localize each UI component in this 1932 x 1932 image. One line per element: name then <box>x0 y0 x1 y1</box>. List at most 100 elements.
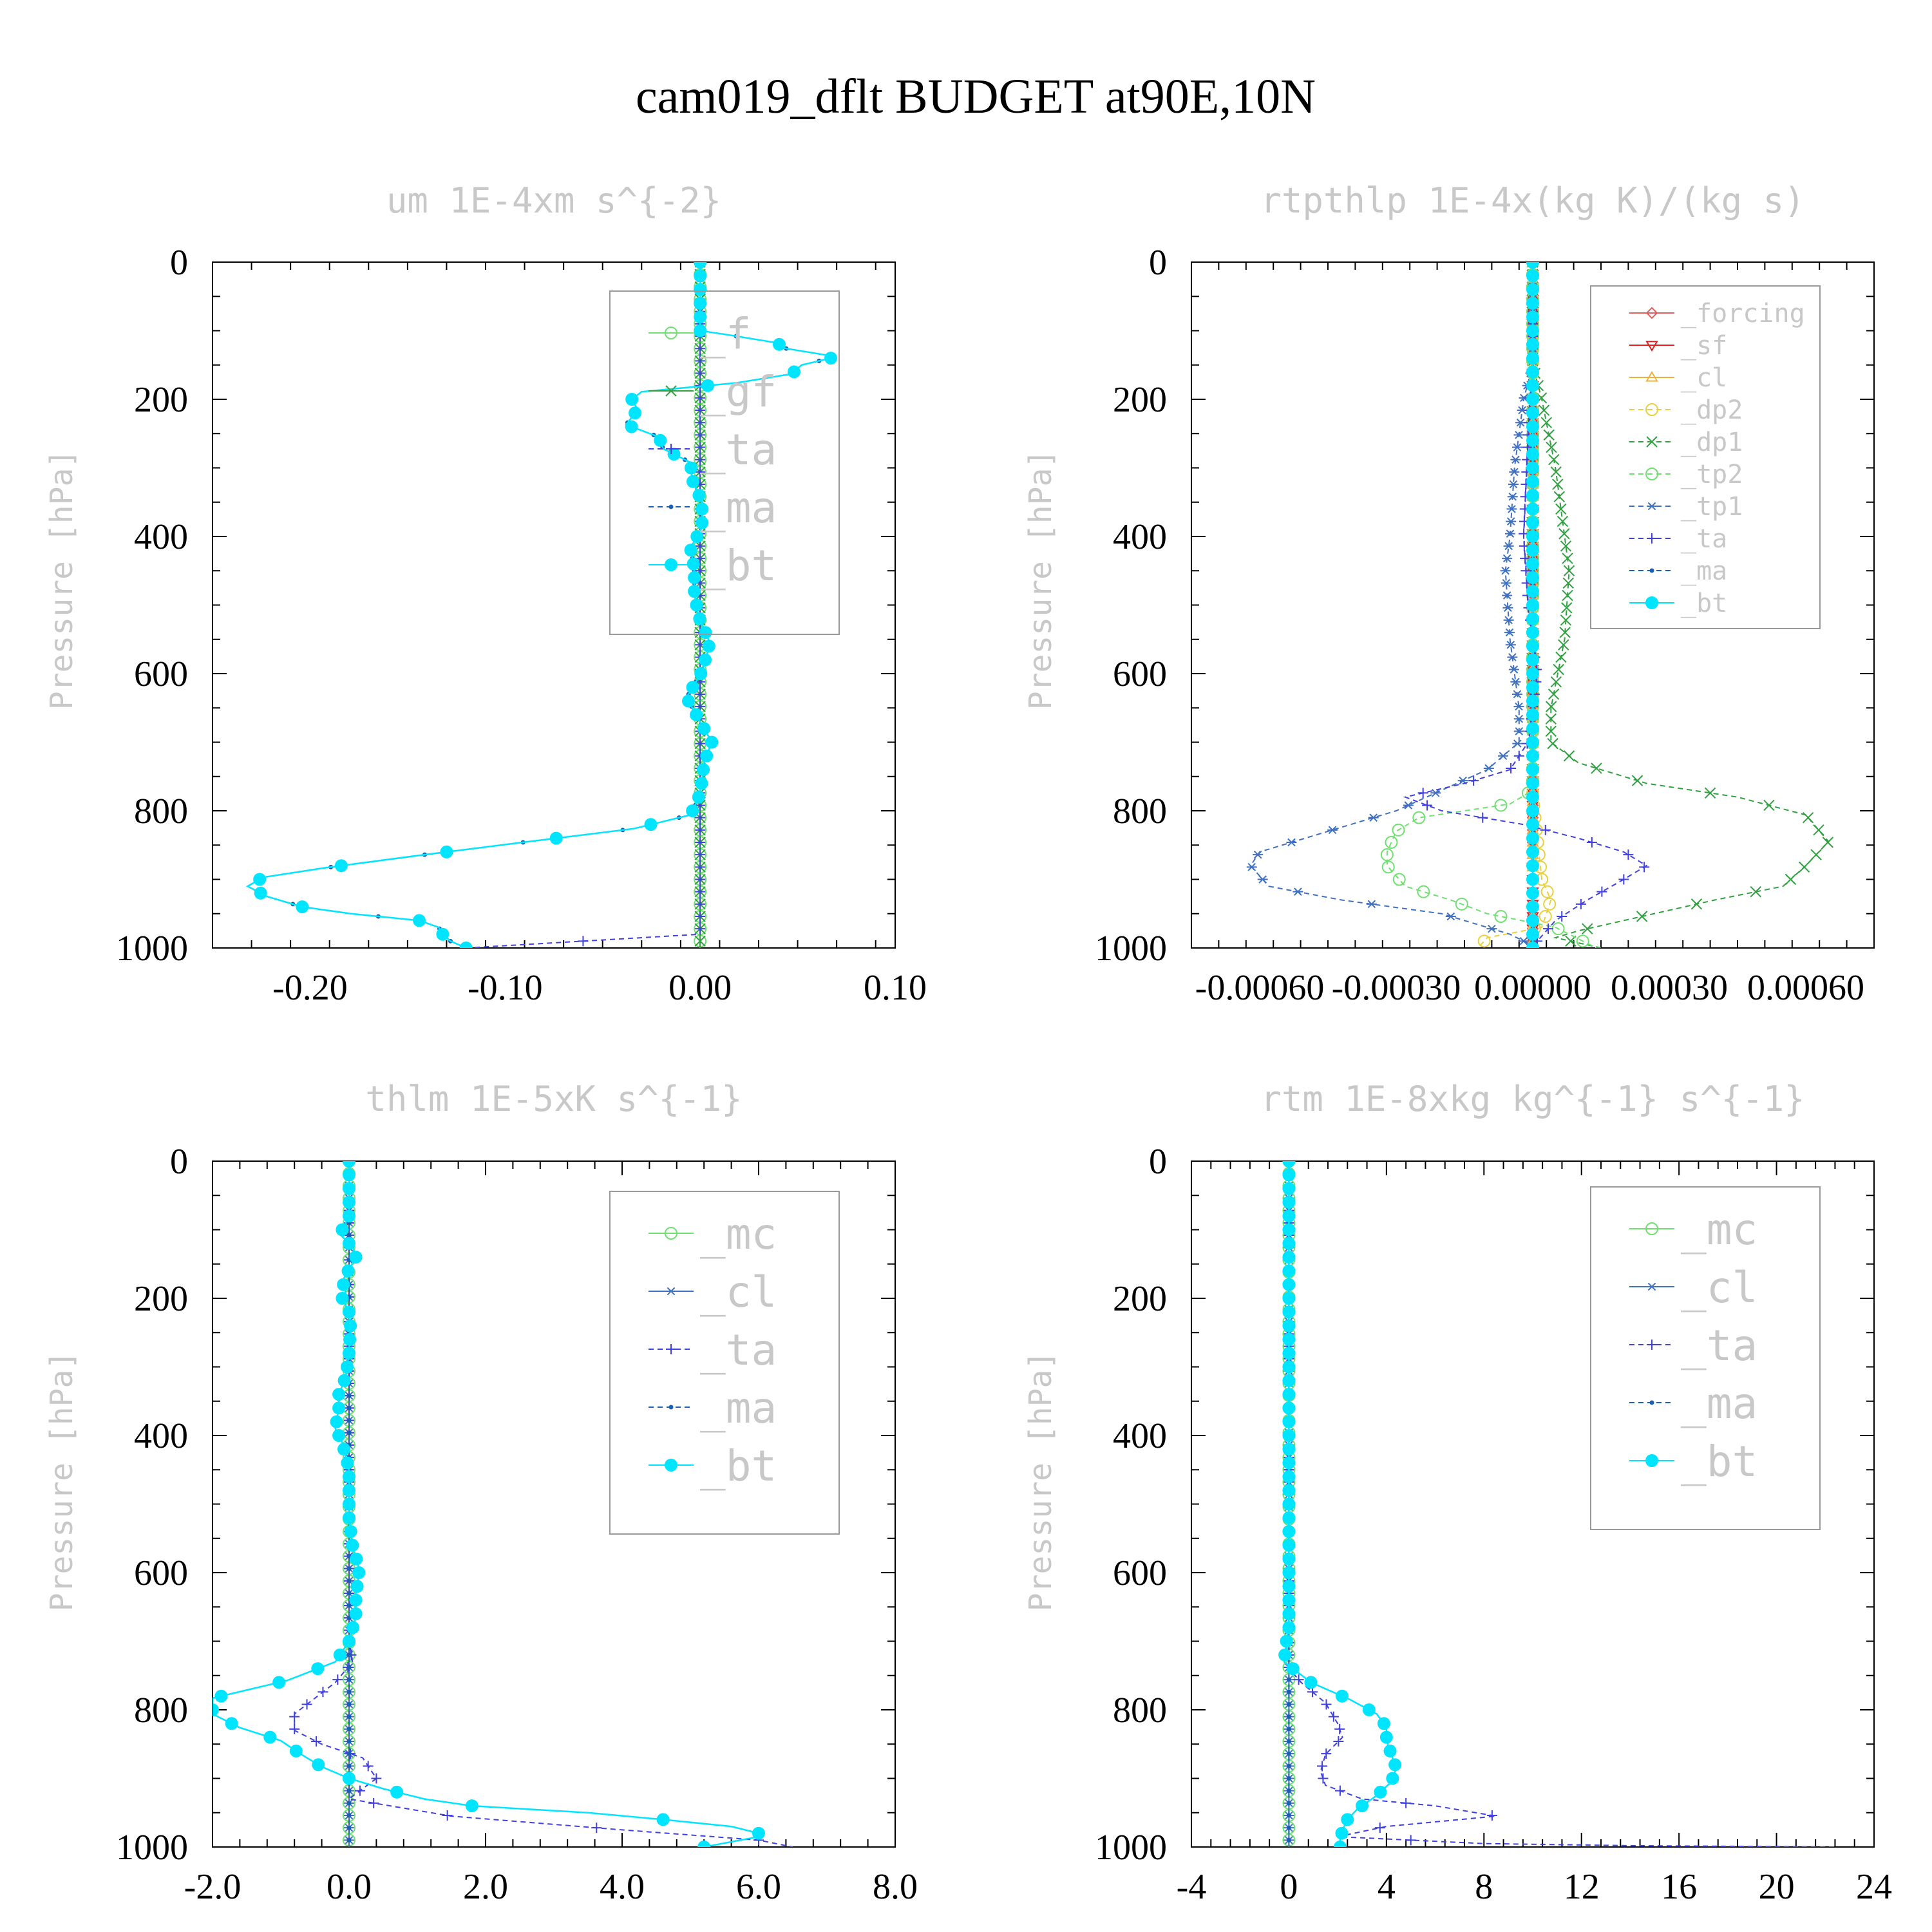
data-point <box>654 433 667 447</box>
data-point <box>1526 337 1539 351</box>
data-point <box>1504 529 1515 538</box>
data-point <box>1798 861 1810 873</box>
data-point <box>824 352 838 365</box>
y-tick-label: 1000 <box>1095 929 1167 969</box>
data-point <box>1526 845 1539 858</box>
data-point <box>1526 262 1539 269</box>
data-point <box>343 1332 357 1346</box>
data-point <box>1282 1347 1296 1360</box>
legend-marker <box>665 327 677 339</box>
data-point <box>690 708 703 721</box>
x-tick-label: -4 <box>1177 1867 1207 1907</box>
data-point <box>1555 503 1567 515</box>
data-point <box>695 874 706 885</box>
legend-label: _cl <box>700 1267 777 1317</box>
data-point <box>695 343 706 354</box>
data-point <box>1526 406 1539 420</box>
x-tick-label: 12 <box>1564 1867 1600 1907</box>
data-point <box>1333 1736 1344 1747</box>
data-point <box>1526 530 1539 543</box>
legend-label: _bt <box>1681 1437 1757 1486</box>
data-point <box>1526 763 1539 777</box>
data-point <box>1282 1319 1296 1332</box>
data-point <box>1286 1825 1291 1830</box>
data-point <box>1513 714 1524 723</box>
data-point <box>1526 900 1539 914</box>
data-point <box>346 1539 359 1552</box>
x-tick-label: 0.00000 <box>1474 968 1591 1008</box>
data-point <box>787 365 800 379</box>
data-point <box>695 565 706 576</box>
data-point <box>773 337 786 351</box>
data-point <box>695 911 706 922</box>
series-ma <box>246 262 837 948</box>
series-line <box>1477 262 1552 948</box>
data-point <box>1381 860 1395 874</box>
data-point <box>263 1730 277 1744</box>
data-point <box>697 1841 711 1847</box>
legend-marker <box>1647 502 1657 511</box>
data-point <box>1282 1360 1296 1374</box>
data-point <box>1405 1835 1416 1846</box>
data-point <box>1282 1580 1296 1593</box>
data-point <box>1502 591 1513 600</box>
data-point <box>1550 676 1562 688</box>
data-point <box>1282 1332 1296 1346</box>
data-point <box>1586 837 1597 848</box>
y-tick-label: 0 <box>1149 243 1167 283</box>
data-point <box>1356 1799 1368 1813</box>
data-point <box>1282 1607 1296 1620</box>
data-point <box>336 1223 349 1236</box>
data-point <box>1545 713 1557 724</box>
data-point <box>440 845 453 858</box>
data-point <box>1548 454 1560 466</box>
data-point <box>1293 887 1303 896</box>
data-point <box>1502 554 1513 563</box>
data-point <box>337 1443 351 1456</box>
series-tp1 <box>1246 262 1538 948</box>
data-point <box>337 1278 350 1291</box>
data-point <box>436 927 450 941</box>
data-point <box>289 1744 303 1757</box>
data-point <box>253 873 267 886</box>
data-point <box>213 1703 219 1716</box>
data-point <box>695 777 708 790</box>
data-point <box>343 1236 355 1250</box>
data-point <box>1286 1763 1291 1768</box>
data-point <box>1494 799 1508 812</box>
data-point <box>346 1714 352 1719</box>
data-point <box>1510 677 1521 687</box>
data-point <box>1282 1497 1296 1511</box>
data-point <box>1623 849 1634 860</box>
data-point <box>1546 441 1557 453</box>
data-point <box>1335 1826 1349 1840</box>
data-point <box>1822 837 1834 848</box>
legend-marker <box>1645 1222 1658 1235</box>
data-point <box>1750 886 1761 898</box>
data-point <box>350 1580 364 1593</box>
data-point <box>317 1687 328 1698</box>
legend-marker <box>665 558 677 571</box>
data-point <box>695 923 706 934</box>
data-point <box>346 1837 352 1842</box>
legend-box <box>1590 285 1821 629</box>
data-point <box>442 1810 453 1821</box>
data-point <box>1526 433 1539 447</box>
data-point <box>1286 1813 1291 1818</box>
data-point <box>1282 1415 1296 1428</box>
y-tick-label: 200 <box>1113 380 1167 420</box>
data-point <box>346 1621 360 1634</box>
data-point <box>1526 379 1539 392</box>
data-point <box>686 804 699 817</box>
data-point <box>1377 1717 1390 1730</box>
data-point <box>1282 1456 1296 1470</box>
data-point <box>705 735 719 749</box>
data-point <box>332 1674 343 1685</box>
data-point <box>1282 1251 1296 1264</box>
data-point <box>1503 542 1514 551</box>
data-point <box>656 1813 670 1826</box>
data-point <box>1526 942 1539 948</box>
data-point <box>1280 1634 1293 1648</box>
data-point <box>695 886 706 897</box>
data-point <box>1526 585 1539 598</box>
